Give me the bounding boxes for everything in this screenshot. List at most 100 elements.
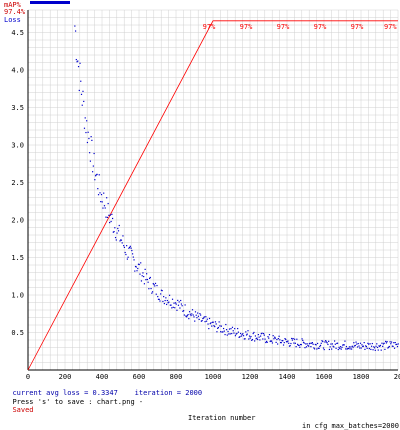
map-point-label: 97%	[384, 23, 397, 31]
loss-point	[131, 253, 134, 255]
loss-point	[234, 335, 237, 337]
loss-point	[321, 340, 323, 342]
loss-point	[158, 298, 160, 300]
loss-point	[344, 340, 346, 342]
loss-point	[290, 342, 292, 345]
loss-point	[373, 346, 375, 348]
loss-point	[177, 304, 180, 306]
loss-point	[242, 335, 245, 337]
loss-point	[358, 345, 360, 347]
loss-point	[306, 343, 308, 345]
loss-point	[164, 299, 166, 302]
loss-point	[217, 327, 219, 329]
loss-point	[382, 343, 385, 345]
loss-point	[230, 328, 232, 330]
loss-point	[194, 320, 196, 322]
loss-point	[359, 342, 362, 344]
loss-point	[389, 341, 391, 343]
avg-loss-text: current avg loss = 0.3347	[12, 389, 118, 397]
loss-point	[301, 338, 303, 340]
loss-point	[123, 246, 126, 248]
loss-point	[123, 245, 125, 247]
loss-point	[133, 259, 135, 261]
loss-point	[233, 332, 235, 334]
loss-point	[387, 347, 389, 349]
loss-point	[265, 340, 268, 343]
loss-point	[381, 342, 383, 344]
loss-point	[173, 302, 175, 304]
x-tick-label: 0	[26, 373, 30, 381]
loss-point	[148, 277, 151, 279]
loss-point	[200, 314, 202, 316]
loss-point	[211, 325, 213, 327]
loss-point	[121, 242, 123, 244]
loss-point	[254, 335, 257, 337]
loss-point	[371, 342, 373, 345]
loss-point	[180, 299, 182, 302]
loss-point	[373, 347, 376, 349]
loss-point	[333, 346, 335, 348]
loss-point	[154, 285, 156, 287]
loss-point	[213, 325, 215, 327]
loss-point	[156, 284, 158, 287]
y-tick-label: 1.5	[11, 254, 24, 262]
tick-labels: 0 200 400 600 800 1000 1200 1400 1600 1800 20 0.5 1.…	[11, 29, 400, 381]
loss-point	[334, 343, 336, 345]
loss-point	[171, 298, 174, 300]
loss-point	[115, 239, 117, 241]
loss-point	[250, 335, 252, 338]
loss-point	[390, 341, 393, 343]
loss-point	[102, 207, 104, 209]
loss-point	[82, 90, 84, 92]
loss-point	[174, 302, 177, 304]
loss-point	[79, 62, 81, 64]
loss-point	[183, 314, 185, 316]
loss-point	[280, 342, 282, 344]
loss-point	[252, 332, 254, 335]
loss-point	[122, 235, 124, 237]
loss-point	[220, 331, 222, 333]
loss-point	[215, 323, 217, 325]
loss-point	[259, 339, 261, 341]
loss-point	[231, 332, 233, 335]
map-point-label: 97%	[203, 23, 216, 31]
loss-point	[207, 323, 209, 325]
loss-point	[325, 341, 328, 343]
y-tick-label: 4.0	[11, 67, 24, 75]
loss-point	[262, 338, 264, 340]
loss-point	[378, 345, 380, 347]
loss-point	[228, 333, 230, 335]
loss-point	[194, 311, 197, 313]
loss-point	[119, 240, 121, 242]
loss-point	[267, 336, 269, 338]
loss-point	[112, 231, 114, 233]
loss-point	[383, 342, 385, 344]
loss-point	[103, 205, 106, 207]
loss-point	[390, 343, 392, 345]
loss-point	[198, 318, 200, 321]
loss-point	[282, 344, 285, 346]
loss-point	[254, 340, 256, 342]
loss-point	[108, 214, 110, 216]
loss-point	[251, 338, 254, 341]
loss-point	[175, 303, 177, 305]
loss-point	[89, 160, 91, 162]
loss-point	[277, 343, 279, 345]
loss-point	[346, 348, 348, 350]
loss-point	[74, 30, 77, 32]
x-tick-label: 800	[170, 373, 183, 381]
x-tick-label: 1200	[242, 373, 259, 381]
loss-point	[255, 338, 257, 340]
loss-point	[107, 202, 109, 205]
loss-point	[366, 347, 368, 349]
loss-point	[377, 349, 379, 351]
loss-point	[216, 331, 218, 333]
loss-point	[262, 332, 265, 335]
loss-point	[138, 263, 140, 266]
loss-point	[152, 283, 154, 285]
loss-point	[120, 239, 123, 241]
y-tick-label: 0.5	[11, 329, 24, 337]
loss-point	[193, 316, 195, 318]
loss-point	[234, 328, 236, 330]
loss-point	[240, 332, 242, 335]
